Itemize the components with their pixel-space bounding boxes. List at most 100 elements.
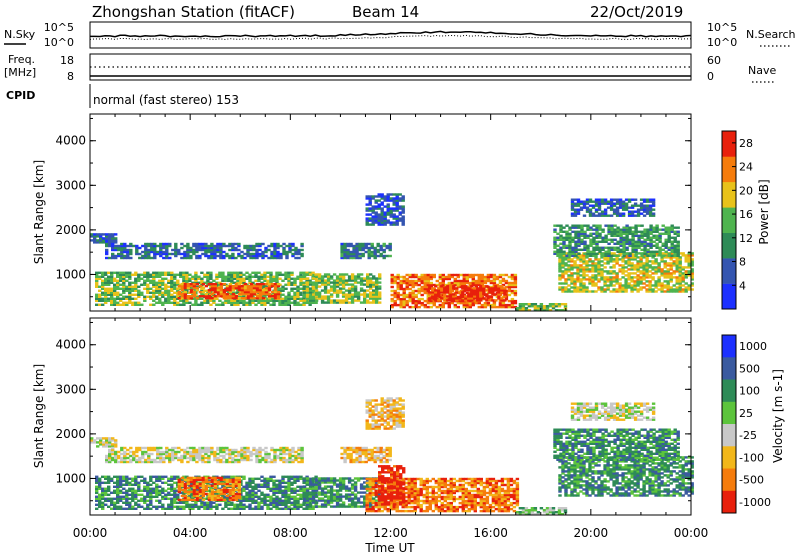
data-cell — [621, 200, 626, 203]
data-cell — [343, 250, 347, 254]
data-cell — [258, 448, 262, 452]
data-cell — [646, 232, 650, 235]
data-cell — [498, 273, 503, 277]
data-cell — [240, 288, 245, 292]
data-cell — [119, 505, 123, 508]
data-cell — [597, 268, 601, 271]
data-cell — [234, 297, 239, 300]
data-cell — [308, 301, 313, 304]
data-cell — [586, 246, 590, 249]
data-cell — [655, 236, 659, 239]
data-cell — [99, 241, 103, 244]
data-cell — [364, 244, 368, 248]
data-cell — [329, 299, 334, 302]
data-cell — [573, 210, 578, 213]
data-cell — [568, 252, 572, 255]
data-cell — [669, 264, 673, 267]
data-cell — [618, 282, 622, 285]
data-cell — [568, 226, 572, 229]
data-cell — [687, 286, 691, 289]
data-cell — [585, 286, 589, 289]
data-cell — [113, 485, 117, 488]
data-cell — [396, 277, 400, 281]
data-cell — [332, 299, 337, 302]
data-cell — [311, 289, 316, 292]
data-cell — [237, 452, 241, 456]
data-cell — [595, 244, 599, 247]
data-cell — [559, 238, 563, 241]
data-cell — [372, 291, 376, 294]
data-cell — [222, 456, 226, 460]
data-cell — [317, 281, 322, 284]
data-cell — [161, 503, 165, 506]
data-cell — [585, 200, 590, 203]
data-cell — [420, 277, 424, 281]
data-cell — [246, 246, 250, 250]
data-cell — [570, 280, 574, 283]
data-cell — [317, 277, 322, 280]
data-cell — [323, 295, 328, 298]
data-cell — [589, 238, 593, 241]
data-cell — [660, 270, 664, 273]
data-cell — [346, 248, 350, 252]
data-cell — [110, 271, 114, 274]
data-cell — [137, 275, 141, 278]
data-cell — [243, 290, 248, 294]
data-cell — [195, 286, 200, 290]
data-cell — [582, 260, 586, 263]
data-cell — [167, 491, 171, 494]
data-cell — [597, 272, 601, 275]
data-cell — [111, 439, 115, 442]
data-cell — [370, 246, 374, 250]
data-cell — [513, 301, 518, 305]
data-cell — [149, 281, 153, 284]
data-cell — [248, 275, 252, 278]
data-cell — [592, 246, 596, 249]
data-cell — [645, 256, 649, 259]
data-cell — [116, 499, 120, 502]
data-cell — [267, 244, 271, 248]
data-cell — [606, 206, 611, 209]
data-cell — [401, 211, 405, 214]
data-cell — [105, 239, 109, 242]
data-cell — [684, 288, 688, 291]
data-cell — [131, 491, 135, 494]
colorbar-segment — [722, 181, 736, 208]
data-cell — [480, 281, 484, 285]
data-cell — [507, 287, 512, 291]
data-cell — [222, 242, 226, 246]
data-cell — [465, 279, 469, 283]
data-cell — [521, 303, 526, 306]
data-cell — [186, 446, 190, 450]
data-cell — [116, 475, 120, 478]
data-cell — [645, 274, 649, 277]
data-cell — [107, 293, 111, 296]
data-cell — [329, 301, 334, 304]
data-cell — [230, 277, 234, 280]
data-cell — [440, 285, 444, 288]
data-cell — [630, 268, 634, 271]
power-x-ticks — [89, 114, 692, 311]
data-cell — [231, 286, 236, 290]
data-cell — [137, 483, 141, 486]
data-cell — [155, 495, 159, 498]
data-cell — [234, 282, 239, 286]
data-cell — [255, 284, 260, 288]
data-cell — [561, 254, 565, 257]
data-cell — [613, 234, 617, 237]
data-cell — [395, 195, 399, 198]
data-cell — [299, 271, 303, 274]
data-cell — [628, 252, 632, 255]
data-cell — [246, 288, 251, 292]
data-cell — [165, 250, 169, 254]
data-cell — [603, 256, 607, 259]
data-cell — [231, 456, 235, 460]
data-cell — [173, 303, 177, 306]
data-cell — [570, 282, 574, 285]
data-cell — [390, 279, 394, 283]
data-cell — [367, 250, 371, 254]
data-cell — [105, 244, 109, 248]
data-cell — [293, 291, 297, 294]
data-cell — [676, 226, 680, 229]
data-cell — [141, 256, 145, 260]
